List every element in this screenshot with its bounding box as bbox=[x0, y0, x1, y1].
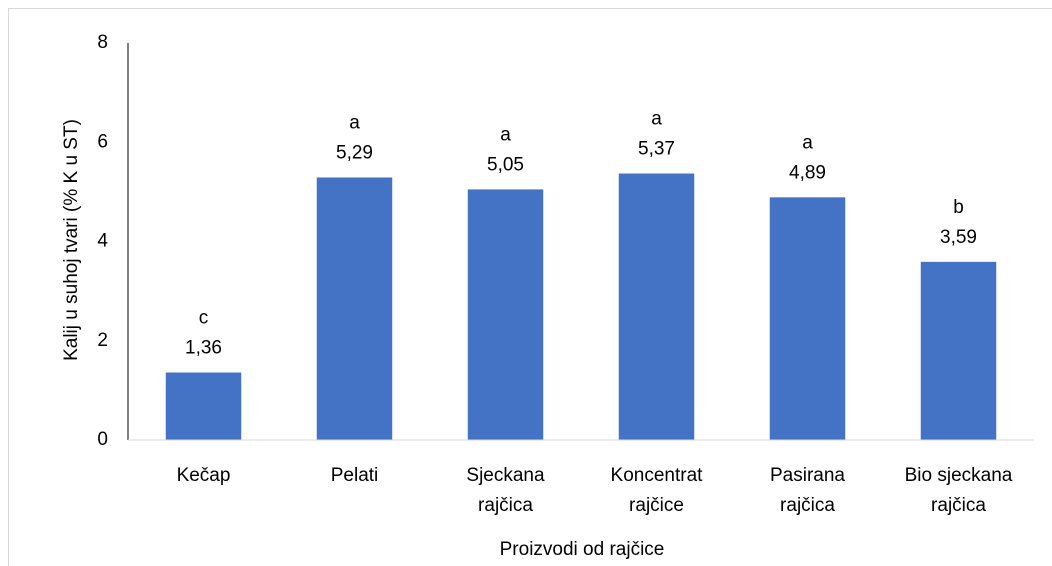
chart-frame bbox=[8, 8, 1052, 566]
x-tick-label: Sjeckana rajčica bbox=[466, 465, 545, 516]
x-tick-label: Kečap bbox=[177, 465, 231, 486]
bar bbox=[618, 173, 695, 441]
bar bbox=[467, 189, 544, 440]
x-tick-label: Koncentrat rajčice bbox=[611, 465, 704, 516]
y-tick-label: 0 bbox=[97, 429, 108, 450]
y-tick-label: 2 bbox=[97, 330, 108, 351]
value-label: 5,29 bbox=[336, 142, 373, 163]
y-tick-label: 8 bbox=[97, 32, 108, 53]
annotation: a bbox=[651, 109, 662, 130]
annotation: a bbox=[802, 132, 813, 153]
value-label: 3,59 bbox=[940, 227, 977, 248]
y-tick-label: 6 bbox=[97, 131, 108, 152]
annotation: b bbox=[953, 197, 964, 218]
y-axis-title: Kalij u suhoj tvari (% K u ST) bbox=[61, 119, 82, 361]
x-tick-label: Pasirana rajčica bbox=[770, 465, 845, 516]
x-tick-label: Pelati bbox=[331, 465, 379, 486]
bar bbox=[316, 177, 393, 440]
annotation: c bbox=[199, 308, 209, 329]
annotation: a bbox=[349, 112, 360, 133]
value-label: 1,36 bbox=[185, 338, 222, 359]
x-tick-label: Bio sjeckana rajčica bbox=[905, 465, 1013, 516]
value-label: 5,37 bbox=[638, 139, 675, 160]
value-label: 4,89 bbox=[789, 162, 826, 183]
y-tick-label: 4 bbox=[97, 231, 108, 252]
bar bbox=[769, 197, 846, 440]
bar bbox=[165, 372, 242, 440]
bar bbox=[920, 261, 997, 440]
x-axis-title: Proizvodi od rajčice bbox=[500, 539, 665, 560]
annotation: a bbox=[500, 124, 511, 145]
value-label: 5,05 bbox=[487, 154, 524, 175]
